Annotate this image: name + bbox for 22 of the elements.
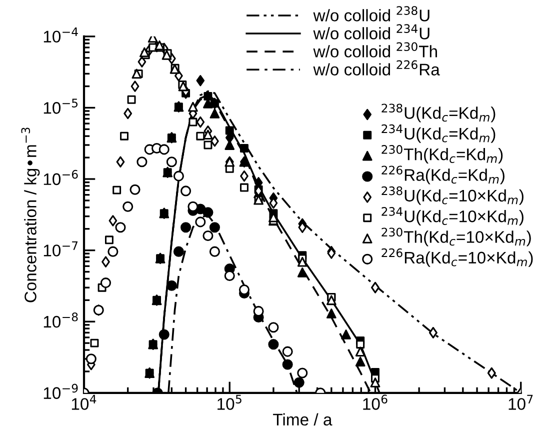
y-axis-title: Concentration / kg•m$^{−3}$ bbox=[21, 128, 40, 302]
legend-label: $^{230}$Th(Kd$_{c}$=10×Kd$_{m}$) bbox=[382, 228, 531, 246]
y-tick-label: 10$^{−6}$ bbox=[44, 170, 78, 186]
legend-label: $^{234}$U(Kd$_{c}$=Kd$_{m}$) bbox=[382, 124, 496, 143]
y-tick-label: 10$^{−5}$ bbox=[44, 98, 78, 114]
legend-label: $^{226}$Ra(Kd$_{c}$=Kd$_{m}$) bbox=[382, 166, 504, 184]
y-tick-label: 10$^{−7}$ bbox=[44, 241, 78, 256]
legend-label: w/o colloid $^{226}$Ra bbox=[313, 60, 440, 76]
x-tick-label: 10$^{7}$ bbox=[508, 394, 533, 410]
legend-label: $^{226}$Ra(Kd$_{c}$=10×Kd$_{m}$) bbox=[382, 248, 533, 267]
x-axis-title: Time / a bbox=[273, 413, 332, 426]
legend-label: w/o colloid $^{230}$Th bbox=[313, 42, 437, 58]
y-tick-label: 10$^{−4}$ bbox=[44, 27, 78, 43]
y-tick-label: 10$^{−8}$ bbox=[44, 312, 78, 328]
legend-label: $^{230}$Th(Kd$_{c}$=Kd$_{m}$) bbox=[382, 145, 503, 164]
x-tick-label: 10$^{5}$ bbox=[218, 394, 242, 410]
legend-label: $^{238}$U(Kd$_{c}$=10×Kd$_{m}$) bbox=[382, 186, 524, 205]
legend-label: w/o colloid $^{238}$U bbox=[313, 6, 430, 22]
legend-label: $^{234}$U(Kd$_{c}$=10×Kd$_{m}$) bbox=[382, 207, 524, 226]
legend-label: w/o colloid $^{234}$U bbox=[313, 24, 430, 40]
legend-label: $^{238}$U(Kd$_{c}$=Kd$_{m}$) bbox=[382, 104, 496, 122]
x-tick-label: 10$^{6}$ bbox=[363, 394, 388, 410]
